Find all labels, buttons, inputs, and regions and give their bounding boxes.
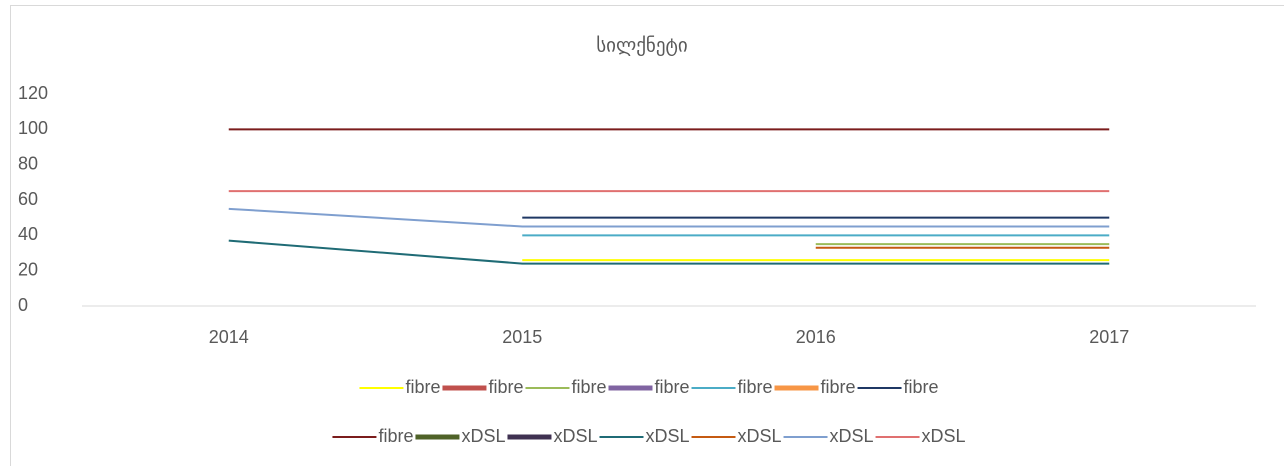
legend-label: xDSL — [922, 426, 966, 446]
y-tick-label: 60 — [18, 189, 38, 209]
y-tick-label: 120 — [18, 83, 48, 103]
y-tick-label: 100 — [18, 118, 48, 138]
legend-label: xDSL — [461, 426, 505, 446]
chart-border — [10, 5, 1284, 466]
legend-label: xDSL — [738, 426, 782, 446]
legend-label: fibre — [821, 377, 856, 397]
legend-label: fibre — [904, 377, 939, 397]
legend-label: fibre — [405, 377, 440, 397]
legend-label: xDSL — [553, 426, 597, 446]
chart-title: სილქნეტი — [596, 35, 688, 57]
x-tick-label: 2017 — [1089, 327, 1129, 347]
legend-label: fibre — [738, 377, 773, 397]
y-tick-label: 0 — [18, 295, 28, 315]
y-tick-label: 40 — [18, 224, 38, 244]
legend-label: xDSL — [645, 426, 689, 446]
series-line — [228, 207, 1110, 228]
x-tick-label: 2016 — [796, 327, 836, 347]
x-tick-label: 2015 — [502, 327, 542, 347]
legend-label: fibre — [378, 426, 413, 446]
legend-label: fibre — [488, 377, 523, 397]
legend-label: fibre — [571, 377, 606, 397]
legend-label: xDSL — [830, 426, 874, 446]
x-tick-label: 2014 — [209, 327, 249, 347]
series-line — [228, 239, 1110, 265]
y-tick-label: 80 — [18, 153, 38, 173]
y-tick-label: 20 — [18, 259, 38, 279]
legend-label: fibre — [654, 377, 689, 397]
